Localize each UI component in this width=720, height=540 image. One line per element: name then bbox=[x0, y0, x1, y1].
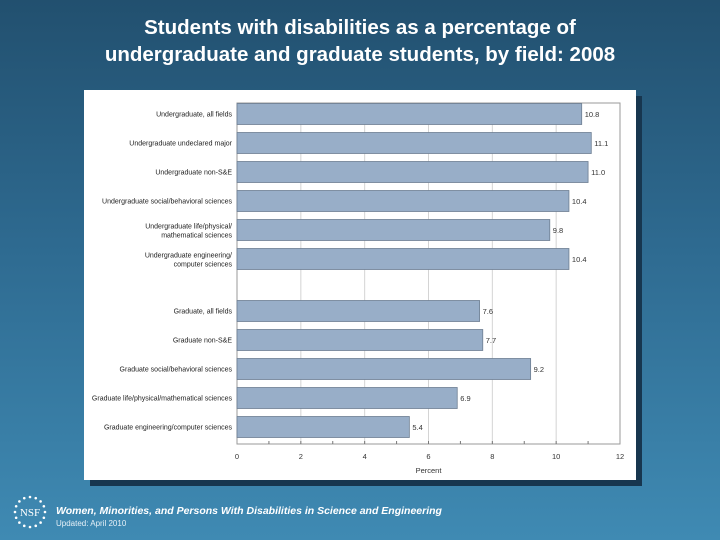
title-line-1: Students with disabilities as a percenta… bbox=[144, 16, 576, 39]
data-label: 10.8 bbox=[585, 110, 600, 119]
data-label: 9.8 bbox=[553, 226, 563, 235]
logo-star bbox=[22, 524, 26, 528]
bar bbox=[236, 329, 484, 351]
category-label: Undergraduate social/behavioral sciences bbox=[102, 199, 232, 206]
updated-date: Updated: April 2010 bbox=[56, 519, 127, 528]
category-label: Graduate life/physical/mathematical scie… bbox=[92, 396, 233, 403]
category-label: Undergraduate life/physical/mathematical… bbox=[145, 224, 232, 240]
logo-star bbox=[13, 510, 17, 514]
x-tick-label: 8 bbox=[490, 452, 494, 461]
logo-star bbox=[22, 496, 26, 500]
logo-star bbox=[14, 504, 18, 508]
x-axis-label: Percent bbox=[416, 466, 443, 475]
bar bbox=[236, 132, 592, 154]
bar bbox=[236, 219, 551, 241]
bar bbox=[236, 416, 410, 438]
bar bbox=[236, 248, 570, 270]
category-label: Graduate non-S&E bbox=[173, 338, 232, 345]
category-label: Graduate, all fields bbox=[174, 309, 233, 316]
logo-star bbox=[42, 516, 46, 520]
logo-star bbox=[34, 496, 38, 500]
data-label: 5.4 bbox=[412, 423, 422, 432]
logo-star bbox=[18, 521, 21, 524]
logo-text: NSF bbox=[20, 507, 40, 519]
data-label: 9.2 bbox=[534, 365, 544, 374]
data-label: 7.7 bbox=[486, 336, 496, 345]
category-label: Undergraduate engineering/computer scien… bbox=[145, 253, 233, 269]
bar bbox=[236, 190, 570, 212]
chart-panel: 0 2 4 6 8 10 12 Percent 10.8 Undergraduate, all f… bbox=[84, 90, 636, 480]
x-tick-label: 12 bbox=[616, 452, 624, 461]
bar bbox=[236, 300, 480, 322]
x-tick-label: 0 bbox=[235, 452, 239, 461]
bar bbox=[236, 161, 589, 183]
bar bbox=[236, 387, 458, 409]
logo-star bbox=[39, 500, 42, 503]
title-line-2: undergraduate and graduate students, by … bbox=[104, 43, 616, 66]
slide-title: Students with disabilities as a percenta… bbox=[0, 14, 720, 68]
logo-star bbox=[34, 524, 38, 528]
x-tick-label: 10 bbox=[552, 452, 560, 461]
logo-star bbox=[28, 495, 32, 499]
nsf-logo: NSF bbox=[13, 495, 47, 529]
x-tick-label: 4 bbox=[363, 452, 367, 461]
logo-star bbox=[42, 504, 46, 508]
x-tick-label: 2 bbox=[299, 452, 303, 461]
data-label: 6.9 bbox=[460, 394, 470, 403]
category-label: Undergraduate non-S&E bbox=[155, 170, 232, 177]
logo-star bbox=[28, 525, 32, 529]
category-label: Undergraduate undeclared major bbox=[129, 141, 232, 148]
logo-star bbox=[14, 516, 18, 520]
logo-star bbox=[18, 500, 21, 503]
logo-star bbox=[43, 510, 47, 514]
data-label: 7.6 bbox=[483, 307, 493, 316]
category-label: Undergraduate, all fields bbox=[156, 112, 232, 119]
x-tick-label: 6 bbox=[426, 452, 430, 461]
data-label: 11.0 bbox=[591, 168, 605, 177]
category-label: Graduate engineering/computer sciences bbox=[104, 425, 233, 432]
bar-chart: 0 2 4 6 8 10 12 Percent 10.8 Undergraduate, all f… bbox=[92, 102, 624, 475]
bar bbox=[236, 358, 532, 380]
publication-title: Women, Minorities, and Persons With Disa… bbox=[56, 505, 442, 517]
data-label: 11.1 bbox=[594, 139, 608, 148]
logo-star bbox=[39, 521, 42, 524]
data-label: 10.4 bbox=[572, 197, 587, 206]
data-label: 10.4 bbox=[572, 255, 587, 264]
bar bbox=[236, 103, 583, 125]
category-label: Graduate social/behavioral sciences bbox=[120, 367, 233, 374]
